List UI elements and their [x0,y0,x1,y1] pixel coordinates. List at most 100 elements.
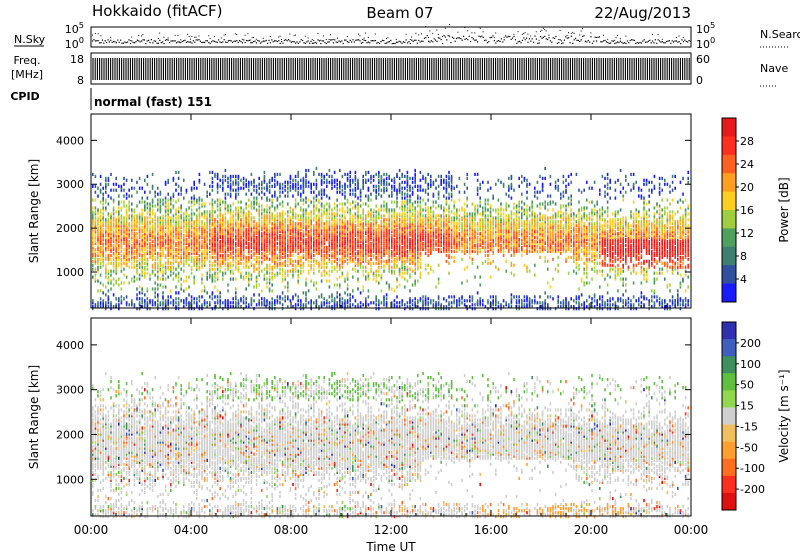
range-cell [261,196,263,200]
range-cell [185,303,188,307]
range-cell [211,236,214,240]
range-cell [209,226,211,230]
noise-point [663,42,665,44]
range-cell [107,295,110,299]
range-cell [294,245,297,250]
range-cell [99,210,102,214]
range-cell [261,253,263,257]
range-cell [289,238,292,242]
range-cell [219,236,221,240]
range-cell [289,236,292,240]
noise-point [358,39,360,41]
range-cell [305,196,307,200]
noise-point [108,41,110,43]
range-cell [328,174,331,178]
range-cell [154,291,156,295]
range-cell [188,301,190,305]
range-cell [346,176,349,180]
range-cell [349,230,351,234]
range-cell [157,186,159,190]
range-cell [307,204,310,208]
range-cell [144,271,146,275]
range-cell [214,224,216,228]
range-cell [211,297,214,301]
range-cell [320,265,323,269]
range-cell [164,224,167,228]
range-cell [365,236,367,240]
range-cell [274,174,276,178]
range-cell [216,208,219,212]
range-cell [315,234,318,238]
range-cell [235,257,237,261]
noise-point [164,39,166,41]
range-cell [162,241,164,246]
noise-point [689,40,691,42]
noise-point [174,40,176,42]
noise-point [453,37,455,39]
range-cell [144,216,146,220]
range-cell [245,297,247,301]
range-cell [136,271,138,275]
range-cell [253,247,255,252]
range-cell [107,222,110,226]
range-cell [183,224,185,228]
range-cell [185,214,188,218]
range-cell [227,305,229,309]
range-cell [229,247,232,252]
range-cell [380,216,383,220]
range-cell [206,226,208,230]
range-cell [224,218,227,222]
range-cell [136,249,138,253]
range-cell [287,249,289,253]
noise-point [552,37,554,39]
range-cell [112,226,115,230]
range-cell [120,243,123,248]
range-cell [138,297,141,301]
range-cell [378,247,380,252]
range-cell [359,216,362,220]
range-cell [123,220,125,224]
range-cell [279,212,281,216]
range-cell [149,222,151,226]
range-cell [248,218,250,222]
range-cell [219,178,221,182]
range-cell [131,301,133,305]
noise-point [372,40,374,42]
range-cell [380,289,383,293]
range-cell [110,212,112,216]
range-cell [362,234,364,238]
range-cell [235,214,237,218]
range-cell [229,255,232,259]
range-cell [271,184,273,188]
range-cell [310,307,312,311]
range-cell [323,255,325,259]
range-cell [352,178,354,182]
range-cell [94,228,97,232]
range-cell [359,249,362,253]
range-cell [331,178,333,182]
range-cell [297,281,299,285]
range-cell [167,247,169,252]
range-cell [219,220,221,224]
range-cell [289,241,292,246]
range-cell [180,240,182,244]
range-cell [268,307,271,311]
range-cell [328,301,331,305]
range-cell [180,188,182,192]
range-cell [105,247,107,252]
range-cell [253,224,255,228]
noise-point [521,33,523,35]
range-cell [151,198,154,202]
range-cell [196,218,198,222]
range-cell [190,243,193,248]
range-cell [331,251,333,255]
range-cell [297,232,299,236]
range-cell [115,303,117,307]
range-cell [97,305,99,309]
range-cell [365,303,367,307]
range-cell [370,214,372,218]
noise-point [559,29,561,31]
range-cell [370,234,372,238]
range-cell [222,216,224,220]
range-cell [193,307,195,311]
